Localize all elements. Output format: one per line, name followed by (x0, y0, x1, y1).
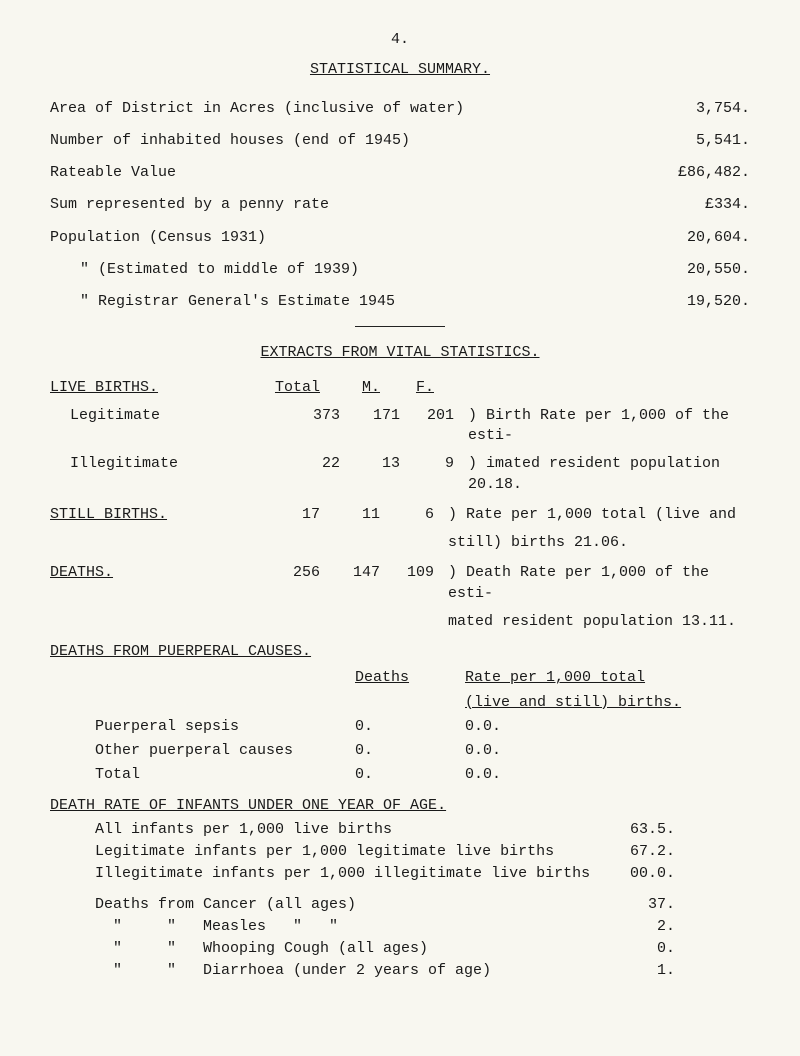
ext-label: Legitimate (50, 406, 280, 447)
extracts-row: Illegitimate 22 13 9 ) imated resident p… (50, 454, 750, 495)
ext-total: 373 (280, 406, 352, 447)
infant-label: All infants per 1,000 live births (95, 820, 615, 840)
col-deaths: Deaths (355, 668, 465, 688)
summary-value: 5,541. (640, 131, 750, 151)
infant-label: Legitimate infants per 1,000 legitimate … (95, 842, 615, 862)
puerperal-heading: DEATHS FROM PUERPERAL CAUSES. (50, 642, 750, 662)
live-births-heading: LIVE BIRTHS. (50, 378, 260, 398)
ext-total: 22 (280, 454, 352, 495)
summary-row: Sum represented by a penny rate £334. (50, 195, 750, 215)
still-births-heading: STILL BIRTHS. (50, 505, 260, 525)
col-f: F. (386, 378, 440, 398)
summary-row: Number of inhabited houses (end of 1945)… (50, 131, 750, 151)
ext-desc: ) Death Rate per 1,000 of the esti- (440, 563, 750, 604)
still-births-row: still) births 21.06. (50, 533, 750, 553)
ext-f: 9 (406, 454, 460, 495)
ext-m: 11 (332, 505, 386, 525)
puerperal-row: Other puerperal causes 0. 0.0. (95, 741, 750, 761)
deaths-row: mated resident population 13.11. (50, 612, 750, 632)
ext-desc: ) Rate per 1,000 total (live and (440, 505, 750, 525)
summary-row: " (Estimated to middle of 1939) 20,550. (50, 260, 750, 280)
infant-death-label: " " Whooping Cough (all ages) (95, 939, 615, 959)
summary-label: Rateable Value (50, 163, 176, 183)
ext-f: 201 (406, 406, 460, 447)
summary-value: £334. (640, 195, 750, 215)
infant-row: Illegitimate infants per 1,000 illegitim… (95, 864, 750, 884)
extracts-row: Legitimate 373 171 201 ) Birth Rate per … (50, 406, 750, 447)
summary-value: 20,550. (640, 260, 750, 280)
puerperal-rate: 0.0. (465, 717, 750, 737)
ext-desc: mated resident population 13.11. (440, 612, 750, 632)
col-rate: Rate per 1,000 total (465, 668, 750, 688)
summary-label: Number of inhabited houses (end of 1945) (50, 131, 410, 151)
puerperal-deaths: 0. (355, 741, 465, 761)
infant-death-row: " " Measles " " 2. (95, 917, 750, 937)
puerperal-label: Puerperal sepsis (95, 717, 355, 737)
infant-death-value: 37. (615, 895, 675, 915)
extracts-header: LIVE BIRTHS. Total M. F. (50, 378, 750, 398)
col-desc (440, 378, 750, 398)
ext-f: 6 (386, 505, 440, 525)
page-number: 4. (50, 30, 750, 50)
extracts-heading: EXTRACTS FROM VITAL STATISTICS. (50, 343, 750, 363)
deaths-heading: DEATHS. (50, 563, 260, 604)
infant-death-row: " " Diarrhoea (under 2 years of age) 1. (95, 961, 750, 981)
infant-row: All infants per 1,000 live births 63.5. (95, 820, 750, 840)
infant-row: Legitimate infants per 1,000 legitimate … (95, 842, 750, 862)
ext-desc: still) births 21.06. (440, 533, 750, 553)
puerperal-header: Deaths Rate per 1,000 total (95, 668, 750, 688)
page-title: STATISTICAL SUMMARY. (50, 60, 750, 80)
still-births-row: STILL BIRTHS. 17 11 6 ) Rate per 1,000 t… (50, 505, 750, 525)
divider (355, 326, 445, 327)
infant-value: 63.5. (615, 820, 675, 840)
infant-death-value: 0. (615, 939, 675, 959)
summary-label: Sum represented by a penny rate (50, 195, 329, 215)
summary-row: " Registrar General's Estimate 1945 19,5… (50, 292, 750, 312)
summary-value: 20,604. (640, 228, 750, 248)
ext-f: 109 (386, 563, 440, 604)
puerperal-row: Puerperal sepsis 0. 0.0. (95, 717, 750, 737)
infant-death-row: " " Whooping Cough (all ages) 0. (95, 939, 750, 959)
puerperal-header: (live and still) births. (95, 693, 750, 713)
puerperal-deaths: 0. (355, 717, 465, 737)
infant-death-label: " " Diarrhoea (under 2 years of age) (95, 961, 615, 981)
puerperal-rate: 0.0. (465, 765, 750, 785)
col-m: M. (332, 378, 386, 398)
summary-row: Population (Census 1931) 20,604. (50, 228, 750, 248)
ext-total: 256 (260, 563, 332, 604)
summary-value: £86,482. (640, 163, 750, 183)
infant-death-label: Deaths from Cancer (all ages) (95, 895, 615, 915)
infant-label: Illegitimate infants per 1,000 illegitim… (95, 864, 615, 884)
col-rate2: (live and still) births. (465, 693, 750, 713)
summary-label: Area of District in Acres (inclusive of … (50, 99, 464, 119)
infant-heading: DEATH RATE OF INFANTS UNDER ONE YEAR OF … (50, 796, 750, 816)
infant-value: 00.0. (615, 864, 675, 884)
puerperal-deaths: 0. (355, 765, 465, 785)
summary-value: 3,754. (640, 99, 750, 119)
ext-total: 17 (260, 505, 332, 525)
infant-death-value: 2. (615, 917, 675, 937)
infant-death-value: 1. (615, 961, 675, 981)
puerperal-rate: 0.0. (465, 741, 750, 761)
summary-row: Area of District in Acres (inclusive of … (50, 99, 750, 119)
summary-label: Population (Census 1931) (50, 228, 266, 248)
ext-m: 147 (332, 563, 386, 604)
infant-death-label: " " Measles " " (95, 917, 615, 937)
ext-label: Illegitimate (50, 454, 280, 495)
col-total: Total (260, 378, 332, 398)
puerperal-label: Total (95, 765, 355, 785)
summary-label: " (Estimated to middle of 1939) (80, 260, 359, 280)
summary-value: 19,520. (640, 292, 750, 312)
ext-m: 171 (352, 406, 406, 447)
puerperal-row: Total 0. 0.0. (95, 765, 750, 785)
puerperal-label: Other puerperal causes (95, 741, 355, 761)
ext-m: 13 (352, 454, 406, 495)
ext-desc: ) Birth Rate per 1,000 of the esti- (460, 406, 750, 447)
summary-row: Rateable Value £86,482. (50, 163, 750, 183)
ext-desc: ) imated resident population 20.18. (460, 454, 750, 495)
infant-value: 67.2. (615, 842, 675, 862)
summary-label: " Registrar General's Estimate 1945 (80, 292, 395, 312)
infant-death-row: Deaths from Cancer (all ages) 37. (95, 895, 750, 915)
deaths-row: DEATHS. 256 147 109 ) Death Rate per 1,0… (50, 563, 750, 604)
